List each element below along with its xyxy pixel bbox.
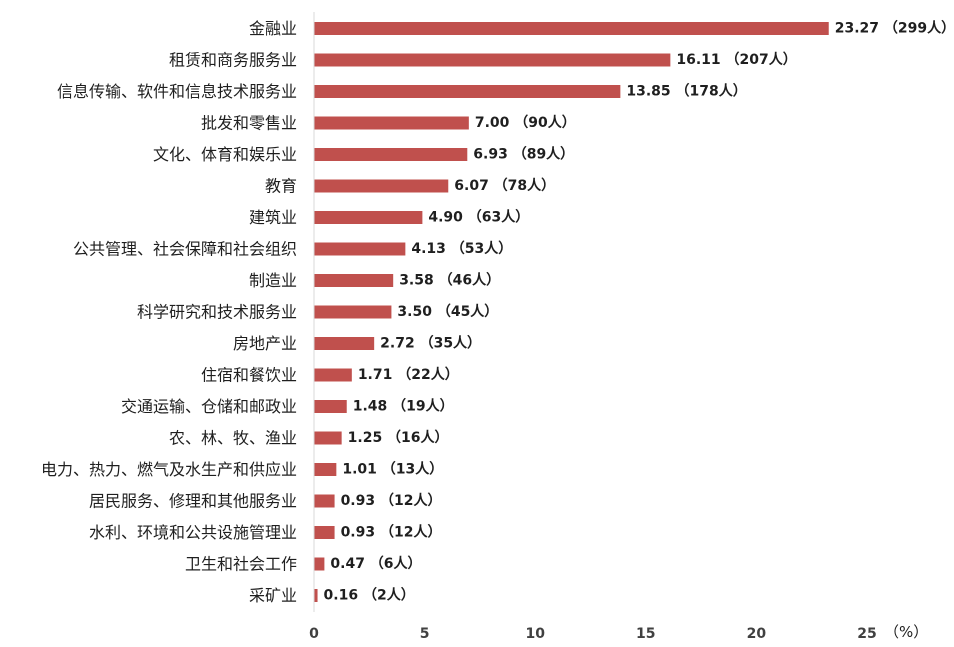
data-label: 1.48 （19人） xyxy=(353,398,454,415)
data-label: 2.72 （35人） xyxy=(380,335,481,352)
data-label: 0.93 （12人） xyxy=(341,524,442,541)
x-tick-label: 25 xyxy=(857,626,876,642)
data-label: 7.00 （90人） xyxy=(475,114,576,131)
category-label: 批发和零售业 xyxy=(201,114,297,133)
category-label: 居民服务、修理和其他服务业 xyxy=(89,492,297,511)
bar xyxy=(314,148,468,161)
x-tick-label: 20 xyxy=(747,626,767,642)
bar xyxy=(314,368,352,382)
bar xyxy=(314,22,829,35)
bar xyxy=(314,305,392,319)
data-label: 1.71 （22人） xyxy=(358,366,459,383)
category-labels: 金融业租赁和商务服务业信息传输、软件和信息技术服务业批发和零售业文化、体育和娱乐… xyxy=(41,19,297,605)
data-label: 4.90 （63人） xyxy=(428,209,529,226)
bar xyxy=(314,85,621,98)
category-label: 交通运输、仓储和邮政业 xyxy=(121,397,297,416)
category-label: 租赁和商务服务业 xyxy=(169,51,297,70)
bar xyxy=(314,116,469,130)
category-label: 公共管理、社会保障和社会组织 xyxy=(73,240,297,259)
data-label: 23.27 （299人） xyxy=(835,20,954,37)
bar xyxy=(314,274,394,287)
data-label: 0.16 （2人） xyxy=(324,587,415,604)
bars-group xyxy=(314,22,829,602)
data-label: 4.13 （53人） xyxy=(411,240,512,257)
bar xyxy=(314,337,375,350)
data-label: 1.01 （13人） xyxy=(342,461,443,478)
category-label: 水利、环境和公共设施管理业 xyxy=(89,523,297,542)
category-label: 科学研究和技术服务业 xyxy=(137,303,297,322)
data-label: 0.47 （6人） xyxy=(330,555,421,572)
bar xyxy=(314,494,335,508)
category-label: 金融业 xyxy=(249,19,297,38)
category-label: 卫生和社会工作 xyxy=(185,555,297,574)
data-label: 3.58 （46人） xyxy=(399,272,500,289)
category-label: 文化、体育和娱乐业 xyxy=(153,145,297,164)
bar xyxy=(314,431,342,445)
bar xyxy=(314,400,347,413)
data-label: 16.11 （207人） xyxy=(676,51,796,68)
category-label: 教育 xyxy=(265,177,297,196)
category-label: 住宿和餐饮业 xyxy=(201,366,297,385)
category-label: 农、林、牧、渔业 xyxy=(169,429,297,448)
data-label: 6.07 （78人） xyxy=(454,177,555,194)
bar xyxy=(314,463,337,476)
bar xyxy=(314,53,671,67)
bar xyxy=(314,526,335,539)
category-label: 信息传输、软件和信息技术服务业 xyxy=(57,82,297,101)
data-label: 13.85 （178人） xyxy=(626,83,746,100)
bar xyxy=(314,211,423,224)
bar xyxy=(314,589,318,602)
bar xyxy=(314,179,449,193)
x-tick-label: 5 xyxy=(420,626,430,642)
x-tick-label: 10 xyxy=(525,626,545,642)
data-label: 1.25 （16人） xyxy=(348,429,449,446)
x-axis-ticks: 0 5 10 15 20 25 xyxy=(309,626,877,642)
category-label: 房地产业 xyxy=(233,334,297,353)
x-axis-unit: （%） xyxy=(884,623,928,641)
data-label: 3.50 （45人） xyxy=(397,303,498,320)
data-label: 0.93 （12人） xyxy=(341,492,442,509)
x-tick-label: 0 xyxy=(309,626,319,642)
category-label: 电力、热力、燃气及水生产和供应业 xyxy=(41,460,297,479)
x-tick-label: 15 xyxy=(636,626,655,642)
category-label: 建筑业 xyxy=(249,208,297,227)
data-label: 6.93 （89人） xyxy=(473,146,574,163)
bar xyxy=(314,557,325,571)
category-label: 制造业 xyxy=(249,271,297,290)
category-label: 采矿业 xyxy=(249,586,297,605)
bar xyxy=(314,242,406,256)
value-labels: 23.27 （299人） 16.11 （207人） 13.85 （178人） 7.00… xyxy=(324,20,954,604)
